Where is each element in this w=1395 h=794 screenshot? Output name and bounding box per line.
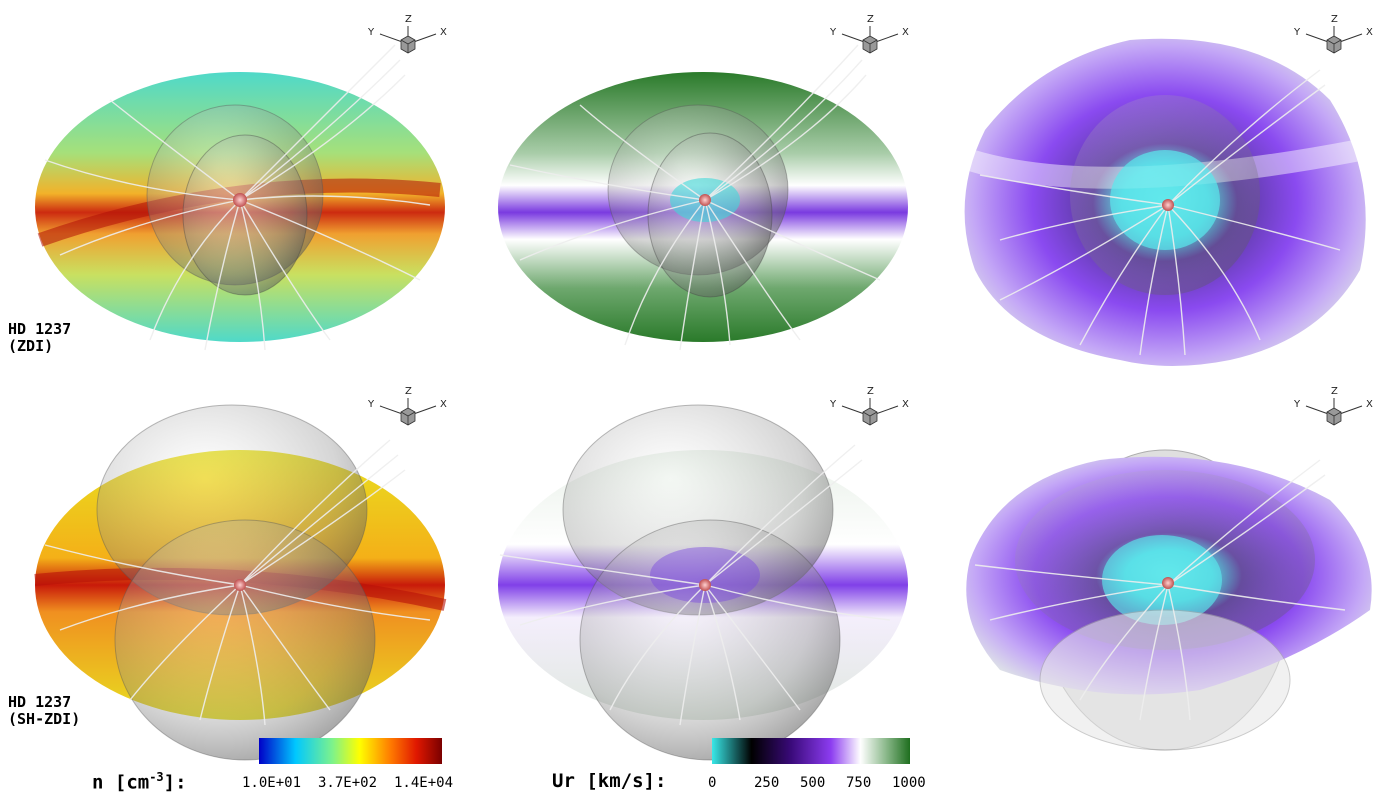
- axis-x-label: X: [902, 399, 909, 410]
- tick-label: 1.4E+04: [394, 775, 454, 791]
- axis-x-label: X: [902, 27, 909, 38]
- density-colorbar-ticks: 1.0E+01 3.7E+02 1.4E+04: [242, 775, 453, 791]
- panel-velocity-bottom-middle: [498, 404, 908, 761]
- panel-velocity-top-right: [964, 38, 1366, 366]
- label-top-left: HD 1237 (ZDI): [8, 321, 71, 355]
- velocity-colorbar-ticks: 0 250 500 750 1000: [708, 775, 926, 791]
- axis-x-label: X: [1366, 27, 1373, 38]
- axis-y-label: Y: [829, 399, 837, 410]
- axis-triad: Z Y X: [367, 386, 447, 426]
- panel-velocity-bottom-right: [966, 449, 1372, 751]
- axis-y-label: Y: [829, 27, 837, 38]
- axis-y-label: Y: [1293, 399, 1301, 410]
- axis-y-label: Y: [367, 399, 375, 410]
- tick-label: 1.0E+01: [242, 775, 302, 791]
- axis-triad: Z Y X: [367, 14, 447, 54]
- axis-z-label: Z: [405, 386, 412, 397]
- axis-triad: Z Y X: [1293, 14, 1373, 54]
- star-label: HD 1237: [8, 320, 72, 338]
- axis-x-label: X: [1366, 399, 1373, 410]
- star-label: HD 1237: [8, 693, 72, 711]
- panel-velocity-top-middle: [498, 44, 908, 351]
- density-colorbar-title: n [cm-3]:: [92, 770, 187, 794]
- axis-y-label: Y: [367, 27, 375, 38]
- label-bottom-left: HD 1237 (SH-ZDI): [8, 694, 80, 728]
- tick-label: 500: [800, 775, 826, 791]
- axis-triad: Z Y X: [829, 14, 909, 54]
- density-colorbar: [259, 738, 442, 764]
- axis-z-label: Z: [1331, 14, 1338, 25]
- axis-triad: Z Y X: [829, 386, 909, 426]
- panel-density-sh-zdi: [34, 404, 447, 761]
- velocity-colorbar-title: Ur [km/s]:: [552, 770, 667, 792]
- tick-label: 3.7E+02: [318, 775, 378, 791]
- axis-z-label: Z: [867, 14, 874, 25]
- axis-triad: Z Y X: [1293, 386, 1373, 426]
- method-label: (ZDI): [8, 337, 54, 355]
- panel-density-zdi: [35, 44, 445, 351]
- tick-label: 750: [846, 775, 872, 791]
- axis-x-label: X: [440, 27, 447, 38]
- axis-x-label: X: [440, 399, 447, 410]
- axis-z-label: Z: [405, 14, 412, 25]
- tick-label: 0: [708, 775, 717, 791]
- tick-label: 1000: [892, 775, 926, 791]
- method-label: (SH-ZDI): [8, 710, 81, 728]
- axis-z-label: Z: [1331, 386, 1338, 397]
- axis-z-label: Z: [867, 386, 874, 397]
- velocity-colorbar: [712, 738, 910, 764]
- axis-y-label: Y: [1293, 27, 1301, 38]
- tick-label: 250: [754, 775, 780, 791]
